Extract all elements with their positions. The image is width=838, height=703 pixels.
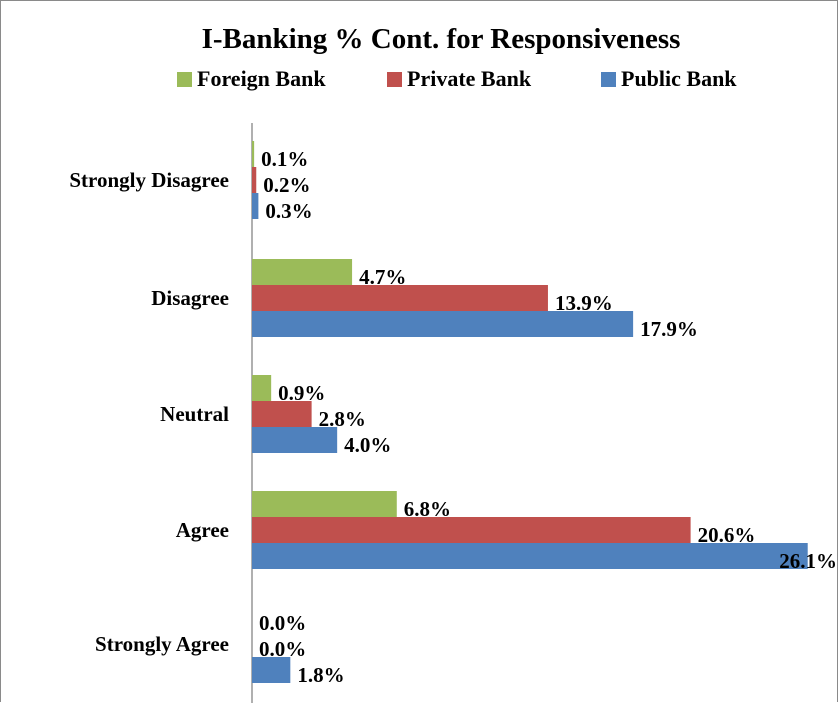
bar-private-bank-agree: [252, 517, 691, 543]
bar-public-bank-strongly-agree: [252, 657, 291, 683]
bar-private-bank-neutral: [252, 401, 312, 427]
legend-swatch-public-bank: [601, 72, 616, 87]
bar-foreign-bank-agree: [252, 491, 397, 517]
bar-foreign-bank-strongly-disagree: [252, 141, 255, 167]
legend-label-foreign-bank: Foreign Bank: [197, 66, 326, 91]
legend-swatch-private-bank: [387, 72, 402, 87]
bar-foreign-bank-neutral: [252, 375, 272, 401]
bar-public-bank-strongly-disagree: [252, 193, 259, 219]
bar-private-bank-strongly-disagree: [252, 167, 257, 193]
category-label-neutral: Neutral: [160, 402, 229, 426]
category-label-strongly-agree: Strongly Agree: [95, 632, 229, 656]
bar-foreign-bank-disagree: [252, 259, 353, 285]
category-label-strongly-disagree: Strongly Disagree: [69, 168, 229, 192]
bar-public-bank-disagree: [252, 311, 634, 337]
bar-public-bank-neutral: [252, 427, 338, 453]
data-label-public-bank-strongly-disagree: 0.3%: [265, 199, 312, 223]
data-label-public-bank-neutral: 4.0%: [344, 433, 391, 457]
data-label-foreign-bank-strongly-disagree: 0.1%: [261, 147, 308, 171]
data-label-private-bank-strongly-disagree: 0.2%: [263, 173, 310, 197]
bars-layer: 0.1%0.2%0.3%4.7%13.9%17.9%0.9%2.8%4.0%6.…: [252, 141, 837, 687]
bar-private-bank-disagree: [252, 285, 548, 311]
legend-swatch-foreign-bank: [177, 72, 192, 87]
bar-public-bank-agree: [252, 543, 808, 569]
legend-label-private-bank: Private Bank: [407, 66, 532, 91]
data-label-public-bank-strongly-agree: 1.8%: [297, 663, 344, 687]
chart-title: I-Banking % Cont. for Responsiveness: [202, 23, 681, 55]
category-label-agree: Agree: [176, 518, 229, 542]
legend: Foreign Bank Private Bank Public Bank: [177, 66, 737, 91]
legend-label-public-bank: Public Bank: [621, 66, 737, 91]
category-label-disagree: Disagree: [151, 286, 229, 310]
data-label-public-bank-agree: 26.1%: [779, 549, 837, 573]
data-label-public-bank-disagree: 17.9%: [640, 317, 698, 341]
data-label-foreign-bank-strongly-agree: 0.0%: [259, 611, 306, 635]
